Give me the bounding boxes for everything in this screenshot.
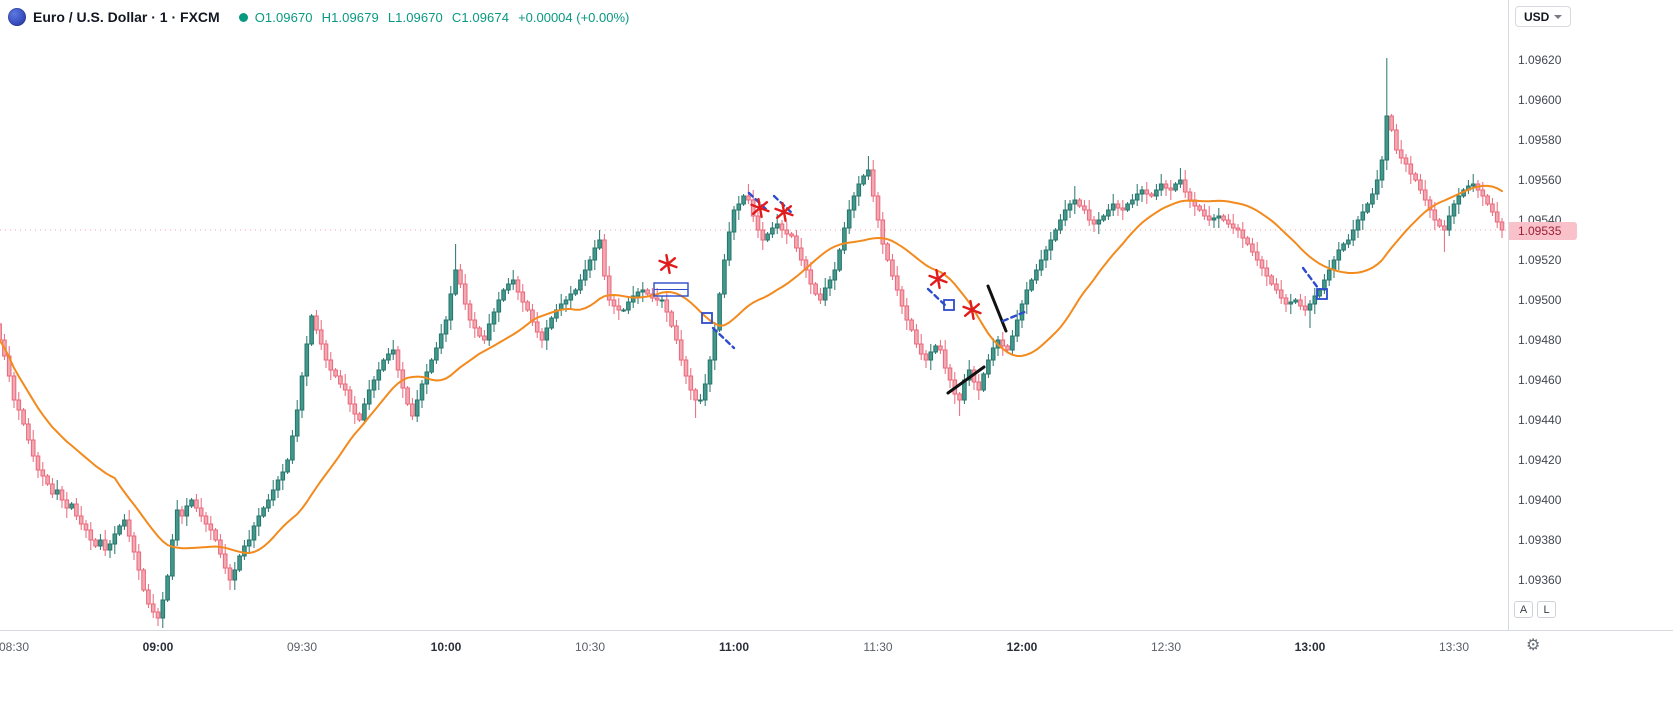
candlestick-chart[interactable] [0, 0, 1508, 630]
asterisk-mark [659, 257, 677, 271]
price-axis-label: 1.09620 [1518, 53, 1562, 67]
time-axis-label: 13:30 [1438, 640, 1470, 654]
high-value: 1.09679 [331, 9, 379, 25]
open-label: O [254, 9, 265, 25]
time-axis-label: 08:30 [0, 640, 30, 654]
close-value: 1.09674 [461, 9, 510, 25]
price-axis-label: 1.09480 [1518, 333, 1562, 347]
auto-scale-button[interactable]: A [1514, 601, 1533, 618]
open-value: 1.09670 [264, 9, 313, 25]
price-axis-label: 1.09580 [1518, 133, 1562, 147]
price-axis-label: 1.09400 [1518, 493, 1562, 507]
dashed-line-mark [926, 287, 947, 307]
candle-bodies [0, 115, 1505, 619]
price-axis-label: 1.09520 [1518, 253, 1562, 267]
trend-line-mark [986, 284, 1008, 333]
time-axis-label: 12:30 [1150, 640, 1182, 654]
asterisk-mark [775, 205, 793, 219]
scale-buttons: A L [1514, 601, 1556, 618]
asterisk-mark [751, 201, 769, 215]
time-axis-label: 11:30 [863, 640, 893, 654]
dashed-line-mark [711, 326, 736, 350]
time-axis-label: 10:00 [430, 640, 462, 654]
asterisk-mark [963, 303, 981, 317]
price-axis-label: 1.09600 [1518, 93, 1562, 107]
price-axis-label: 1.09440 [1518, 413, 1562, 427]
time-axis-label: 09:00 [142, 640, 174, 654]
currency-label: USD [1524, 9, 1550, 24]
symbol-logo-icon [8, 8, 26, 26]
price-chart[interactable]: Euro / U.S. Dollar · 1 · FXCM O1.09670 H… [0, 0, 1508, 630]
square-mark [1316, 288, 1328, 300]
square-mark [943, 299, 955, 311]
chart-legend: Euro / U.S. Dollar · 1 · FXCM O1.09670 H… [8, 8, 629, 26]
time-axis-label: 12:00 [1006, 640, 1038, 654]
price-axis-labels: 1.09620 1.09600 1.09580 1.09560 1.09540 1.095… [1509, 0, 1673, 630]
last-price-tag: 1.09535 [1509, 222, 1577, 240]
log-scale-button[interactable]: L [1537, 601, 1556, 618]
time-axis-label: 10:30 [574, 640, 606, 654]
trend-line-mark [946, 365, 986, 395]
price-axis-label: 1.09500 [1518, 293, 1562, 307]
low-value: 1.09670 [395, 9, 443, 25]
price-axis[interactable]: USD 1.09620 1.09600 1.09580 1.09560 1.09540 1… [1508, 0, 1673, 701]
moving-average-line[interactable] [0, 184, 1503, 554]
ohlc-readout: O1.09670 H1.09679 L1.09670 C1.09674 +0.0… [255, 10, 630, 25]
dashed-line-mark [1001, 309, 1029, 323]
price-axis-label: 1.09460 [1518, 373, 1562, 387]
time-axis[interactable]: 08:30 09:00 09:30 10:00 10:30 11:00 11:30 12:00… [0, 630, 1673, 701]
currency-selector[interactable]: USD [1515, 6, 1572, 27]
price-axis-label: 1.09560 [1518, 173, 1562, 187]
price-axis-label: 1.09380 [1518, 533, 1562, 547]
dashed-line-mark [1301, 266, 1320, 290]
price-axis-label: 1.09420 [1518, 453, 1562, 467]
status-dot-icon [238, 12, 248, 22]
high-label: H [321, 9, 332, 25]
price-axis-label: 1.09360 [1518, 573, 1562, 587]
time-axis-label: 09:30 [286, 640, 318, 654]
low-label: L [387, 9, 396, 25]
symbol-title[interactable]: Euro / U.S. Dollar · 1 · FXCM [33, 9, 220, 25]
change-value: +0.00004 (+0.00%) [518, 9, 630, 25]
candle-wicks [0, 58, 1503, 628]
settings-gear-icon[interactable]: ⚙ [1526, 637, 1541, 654]
asterisk-mark [929, 272, 947, 286]
time-axis-label: 13:00 [1294, 640, 1326, 654]
time-axis-label: 11:00 [718, 640, 750, 654]
drawing-annotations[interactable] [653, 191, 1328, 395]
close-label: C [451, 9, 462, 25]
square-mark [701, 312, 713, 324]
time-axis-labels: 08:30 09:00 09:30 10:00 10:30 11:00 11:30 12:00… [0, 631, 1508, 701]
chevron-down-icon [1554, 14, 1563, 19]
